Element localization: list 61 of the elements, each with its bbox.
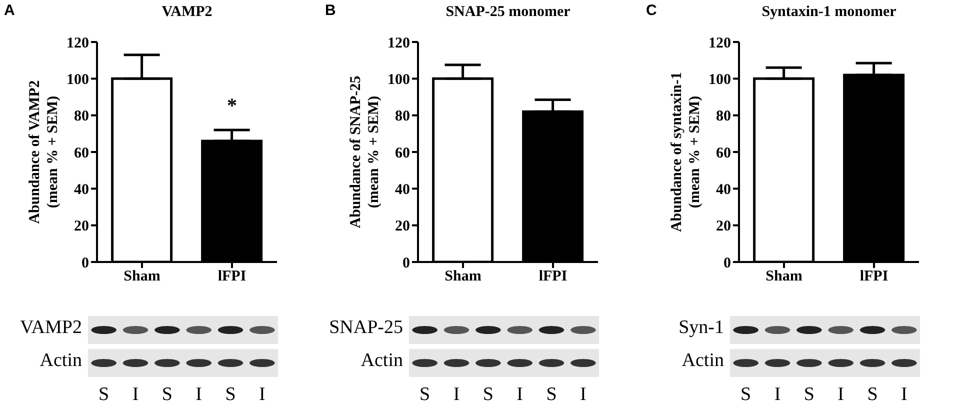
text: Actin — [360, 350, 403, 372]
x-tick-label: lFPI — [538, 268, 568, 285]
text: S — [98, 384, 110, 406]
y-tick-label: 120 — [388, 35, 410, 52]
x-tick-label: Sham — [444, 268, 482, 285]
y-tick-label: 20 — [716, 218, 731, 235]
text: I — [773, 384, 782, 406]
y-tick-label: 100 — [708, 72, 731, 88]
y-tick-label: 20 — [74, 218, 89, 235]
y-tick-label: 120 — [708, 35, 731, 52]
chart-title: VAMP2 — [160, 4, 214, 21]
text: S — [866, 384, 879, 406]
annotation: * — [227, 95, 237, 117]
text: B — [325, 2, 336, 19]
text: S — [740, 384, 752, 406]
text: I — [578, 384, 588, 406]
text: S — [545, 384, 558, 406]
y-tick-label: 80 — [74, 108, 89, 125]
text: S — [224, 384, 237, 406]
text: I — [452, 384, 461, 406]
text: I — [516, 384, 524, 406]
text: S — [802, 384, 816, 406]
text: A — [4, 2, 15, 19]
text: S — [482, 384, 494, 406]
y-tick-label: 40 — [74, 182, 89, 198]
y-tick-label: 0 — [724, 255, 731, 272]
y-tick-label: 100 — [388, 72, 410, 88]
text: SNAP-25 — [329, 317, 403, 339]
y-tick-label: 60 — [74, 145, 89, 162]
text: I — [194, 384, 203, 406]
y-tick-label: 60 — [716, 145, 731, 162]
text: Actin — [682, 350, 724, 372]
y-axis-title: Abundance of SNAP-25 (mean % + SEM) — [347, 74, 383, 230]
text: S — [418, 384, 432, 406]
text: I — [131, 384, 140, 406]
text: I — [258, 384, 266, 406]
text: Actin — [40, 350, 82, 372]
y-tick-label: 120 — [66, 35, 89, 52]
y-tick-label: 100 — [66, 72, 89, 88]
y-tick-label: 20 — [395, 218, 410, 235]
y-tick-label: 40 — [716, 182, 731, 198]
y-tick-label: 40 — [395, 182, 410, 198]
y-axis-title: Abundance of syntaxin-1 (mean % + SEM) — [668, 70, 704, 234]
y-axis-title: Abundance of VAMP2 (mean % + SEM) — [26, 79, 62, 226]
chart-title: SNAP-25 monomer — [444, 4, 572, 21]
x-tick-label: lFPI — [218, 268, 246, 285]
text: VAMP2 — [20, 317, 82, 339]
y-tick-label: 80 — [395, 108, 410, 125]
y-tick-label: 80 — [716, 108, 731, 125]
text: I — [900, 384, 908, 406]
chart-title: Syntaxin-1 monomer — [760, 4, 898, 21]
text: I — [836, 384, 845, 406]
x-tick-label: Sham — [766, 268, 803, 285]
y-tick-label: 60 — [395, 145, 410, 162]
text: Syn-1 — [678, 317, 724, 339]
y-tick-label: 0 — [402, 255, 410, 272]
y-tick-label: 0 — [82, 255, 89, 272]
x-tick-label: Sham — [124, 268, 161, 285]
text: S — [160, 384, 174, 406]
text: C — [646, 2, 657, 19]
x-tick-label: lFPI — [860, 268, 888, 285]
